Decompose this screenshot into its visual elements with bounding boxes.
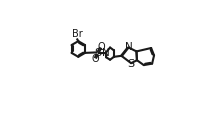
Text: N: N <box>125 42 133 52</box>
Text: S: S <box>94 48 101 58</box>
Text: Br: Br <box>72 29 83 39</box>
Text: O: O <box>97 42 105 52</box>
Text: N: N <box>102 48 110 58</box>
Text: O: O <box>91 54 99 64</box>
Text: S: S <box>127 59 135 69</box>
